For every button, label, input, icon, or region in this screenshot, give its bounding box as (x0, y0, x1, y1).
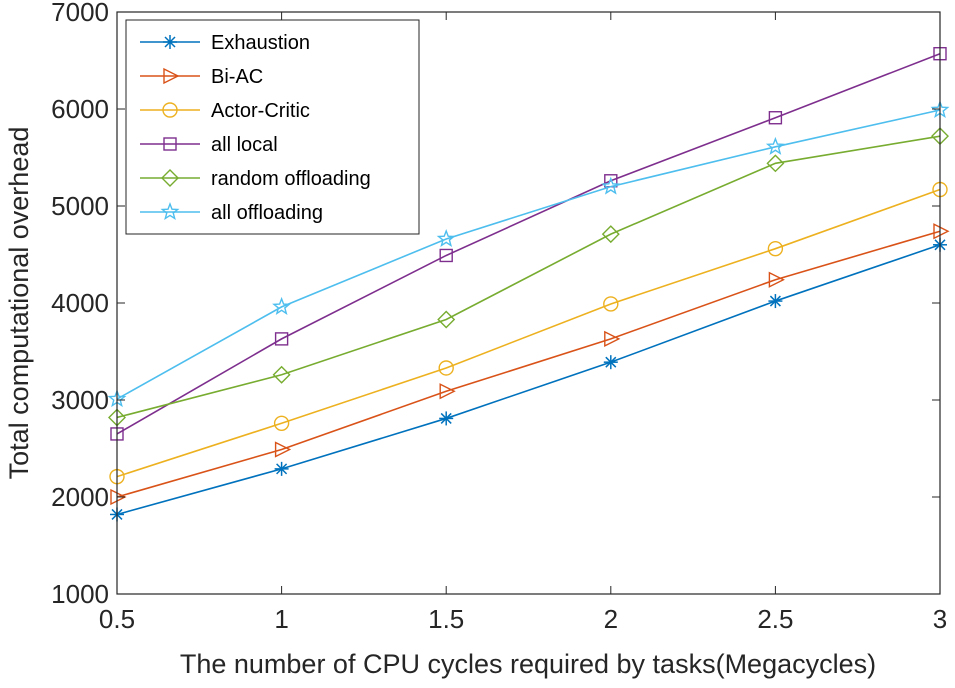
series-line-all-offloading (116, 109, 941, 400)
data-point-bi-ac-0 (110, 488, 127, 506)
legend-label: Bi-AC (211, 66, 263, 88)
y-tick-label: 7000 (51, 0, 109, 27)
data-point-bi-ac-4 (768, 271, 785, 288)
y-tick-label: 1000 (51, 579, 109, 609)
data-point-bi-ac-1 (274, 441, 292, 458)
data-point-exhaustion-2 (439, 411, 454, 426)
legend-label: Actor-Critic (211, 100, 310, 122)
legend-marker-exhaustion (163, 35, 177, 49)
legend-marker-random-offloading (161, 169, 179, 187)
series-line-all-local (116, 52, 941, 435)
data-point-exhaustion-3 (603, 355, 618, 370)
legend: Exhaustion Bi-AC Actor-Critic all local rand… (125, 19, 420, 235)
x-tick-label: 1 (274, 604, 288, 634)
legend-item-all-local: all local (140, 134, 278, 156)
series-layer (107, 47, 950, 522)
series-all-offloading (107, 100, 950, 408)
legend-label: Exhaustion (211, 32, 310, 54)
legend-label: random offloading (211, 168, 371, 190)
data-point-exhaustion-1 (274, 461, 289, 476)
series-line-exhaustion (116, 244, 941, 516)
x-tick-label: 1.5 (428, 604, 464, 634)
data-point-bi-ac-5 (933, 223, 950, 240)
y-tick-label: 3000 (51, 385, 109, 415)
legend-item-random-offloading: random offloading (140, 168, 371, 190)
data-point-all-offloading-1 (272, 296, 292, 315)
legend-box (125, 19, 420, 235)
series-actor-critic (109, 181, 948, 485)
data-point-bi-ac-2 (439, 383, 456, 400)
y-tick-label: 5000 (51, 191, 109, 221)
series-bi-ac (110, 223, 950, 506)
legend-marker-actor-critic (162, 102, 178, 118)
y-tick-label: 4000 (51, 288, 109, 318)
series-line-bi-ac (116, 230, 941, 498)
x-tick-label: 2.5 (757, 604, 793, 634)
legend-marker-bi-ac (163, 67, 180, 85)
data-point-actor-critic-1 (273, 415, 290, 431)
legend-label: all local (211, 134, 278, 156)
data-point-all-local-4 (768, 111, 783, 125)
data-point-random-offloading-1 (272, 365, 291, 384)
x-axis-title: The number of CPU cycles required by tas… (180, 649, 876, 679)
legend-item-actor-critic: Actor-Critic (140, 100, 310, 122)
data-point-exhaustion-4 (768, 294, 783, 309)
series-line-random-offloading (116, 135, 941, 419)
data-point-all-offloading-4 (765, 136, 785, 155)
legend-item-all-offloading: all offloading (140, 202, 323, 224)
x-tick-label: 2 (604, 604, 618, 634)
x-tick-label: 0.5 (99, 604, 135, 634)
data-point-actor-critic-4 (767, 240, 784, 257)
data-point-all-local-2 (439, 248, 453, 263)
legend-label: all offloading (211, 202, 323, 224)
data-point-bi-ac-3 (604, 330, 621, 348)
legend-item-exhaustion: Exhaustion (140, 32, 310, 54)
data-point-random-offloading-3 (601, 225, 620, 244)
y-tick-label: 6000 (51, 94, 109, 124)
y-tick-label: 2000 (51, 482, 109, 512)
legend-marker-all-offloading (160, 202, 180, 221)
data-point-all-offloading-3 (601, 176, 621, 195)
legend-item-bi-ac: Bi-AC (140, 66, 263, 88)
data-point-actor-critic-3 (603, 296, 619, 312)
x-tick-label: 3 (933, 604, 947, 634)
y-axis-title: Total computational overhead (4, 127, 34, 480)
data-point-actor-critic-2 (438, 360, 454, 376)
legend-marker-all-local (163, 137, 177, 151)
series-line-actor-critic (116, 188, 941, 478)
data-point-all-local-1 (274, 332, 289, 346)
data-point-random-offloading-2 (437, 310, 456, 329)
data-point-random-offloading-4 (766, 154, 785, 173)
data-point-all-offloading-2 (436, 229, 456, 248)
ticks-layer: 0.5 1 1.5 2 2.5 3 1000 2000 3000 4000 5000 6000 7000 (51, 0, 947, 634)
